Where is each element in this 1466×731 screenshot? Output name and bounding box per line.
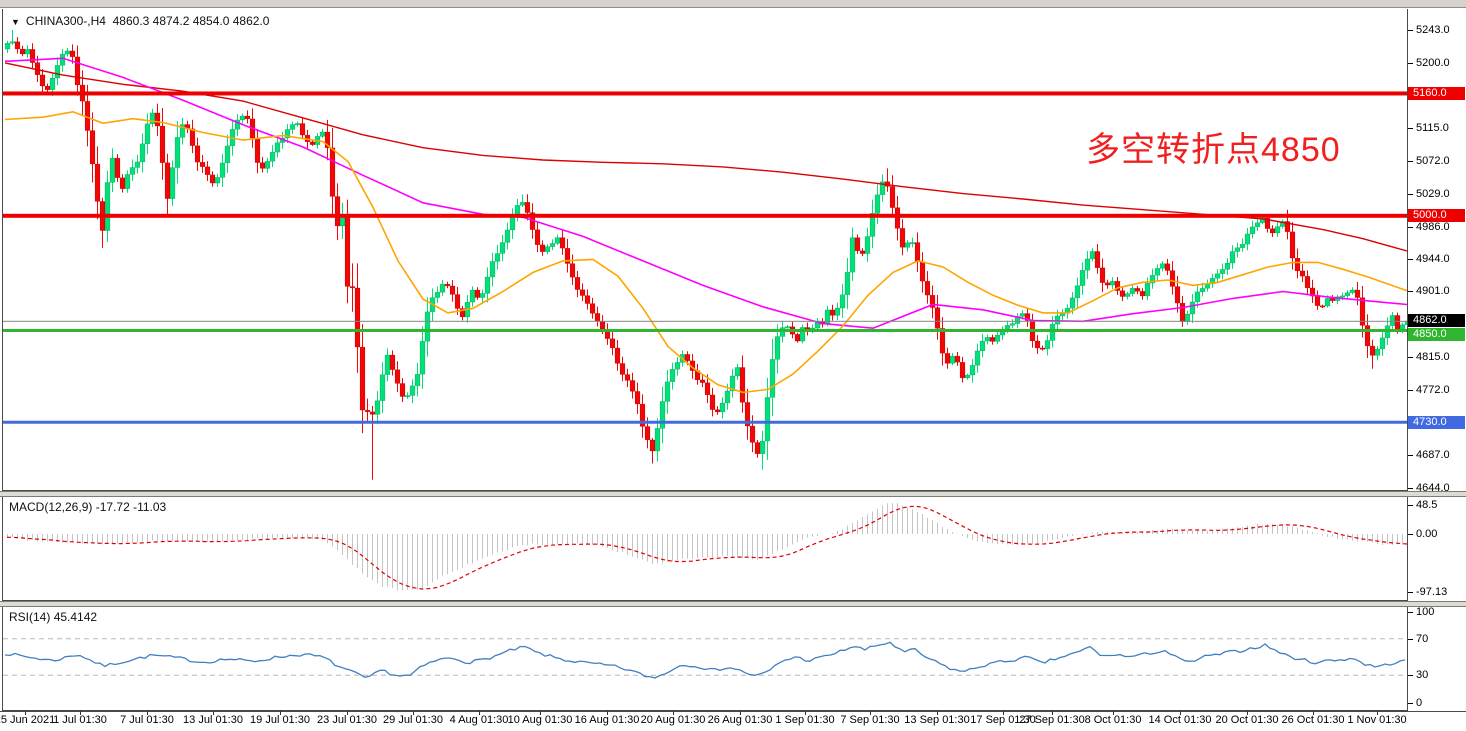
symbol-period-label: CHINA300-,H4 — [25, 14, 106, 28]
macd-tick-label: 48.5 — [1416, 499, 1438, 512]
price-tick — [1408, 193, 1413, 195]
price-tick — [1408, 62, 1413, 64]
macd-chart-canvas[interactable] — [3, 497, 1407, 599]
price-tick — [1408, 291, 1413, 293]
rsi-tick-label: 0 — [1416, 696, 1423, 709]
price-tick — [1408, 127, 1413, 129]
rsi-tick — [1408, 611, 1413, 613]
price-tick — [1408, 455, 1413, 457]
macd-tick — [1408, 592, 1413, 594]
rsi-line — [4, 641, 1406, 679]
price-tick-label: 4772.0 — [1416, 384, 1450, 397]
price-tick-label: 4901.0 — [1416, 285, 1450, 298]
time-axis[interactable] — [0, 711, 1466, 731]
rsi-chart-canvas[interactable] — [3, 607, 1407, 709]
ma-slow-line — [4, 62, 1407, 252]
window-top-edge — [0, 0, 1466, 8]
price-tick-label: 4815.0 — [1416, 351, 1450, 364]
price-tick — [1408, 30, 1413, 31]
panel-splitter-rsi[interactable] — [0, 601, 1466, 607]
rsi-name: RSI(14) — [9, 610, 51, 624]
candlestick-chart-canvas[interactable] — [3, 9, 1407, 489]
rsi-indicator-label: RSI(14) 45.4142 — [9, 610, 97, 624]
price-tick-label: 5243.0 — [1416, 24, 1450, 36]
panel-splitter-macd[interactable] — [0, 491, 1466, 497]
ma-mid-line — [4, 57, 1407, 330]
price-tick-label: 4687.0 — [1416, 449, 1450, 462]
price-tick-label: 4986.0 — [1416, 220, 1450, 233]
price-tick-label: 5029.0 — [1416, 187, 1450, 200]
rsi-value: 45.4142 — [53, 610, 98, 624]
price-tick — [1408, 390, 1413, 392]
price-tick-label: 4944.0 — [1416, 252, 1450, 265]
ma-fast-line — [4, 110, 1407, 394]
macd-tick — [1408, 534, 1413, 535]
rsi-tick-label: 70 — [1416, 632, 1429, 645]
price-chart-panel[interactable]: ▼ CHINA300-,H4 4860.3 4874.2 4854.0 4862.… — [2, 9, 1408, 491]
macd-indicator-label: MACD(12,26,9) -17.72 -11.03 — [9, 500, 166, 514]
macd-signal-line — [6, 505, 1407, 590]
price-tick — [1408, 258, 1413, 260]
ohlc-values: 4860.3 4874.2 4854.0 4862.0 — [112, 14, 270, 28]
price-tick-label: 5200.0 — [1416, 56, 1450, 69]
price-tick-label: 5072.0 — [1416, 154, 1450, 167]
symbol-dropdown-icon[interactable]: ▼ — [11, 17, 20, 27]
resistance-line-5160 — [3, 91, 1407, 96]
price-badge-5160.0: 5160.0 — [1408, 86, 1465, 100]
rsi-tick — [1408, 638, 1413, 640]
candlesticks — [4, 30, 1407, 480]
chart-title: ▼ CHINA300-,H4 4860.3 4874.2 4854.0 4862.… — [11, 14, 269, 28]
macd-tick-label: -97.13 — [1416, 586, 1448, 599]
price-badge-4862.0: 4862.0 — [1408, 313, 1465, 327]
price-tick — [1408, 226, 1413, 228]
price-tick — [1408, 357, 1413, 359]
price-badge-5000.0: 5000.0 — [1408, 209, 1465, 223]
macd-name: MACD(12,26,9) — [9, 500, 93, 514]
price-badge-4730.0: 4730.0 — [1408, 415, 1465, 429]
macd-tick — [1408, 505, 1413, 507]
rsi-tick — [1408, 702, 1413, 704]
rsi-tick-label: 30 — [1416, 669, 1429, 682]
rsi-panel[interactable]: RSI(14) 45.4142 — [2, 607, 1408, 711]
price-tick — [1408, 160, 1413, 162]
price-badge-4850.0: 4850.0 — [1408, 327, 1465, 341]
price-tick-label: 5115.0 — [1416, 121, 1449, 134]
price-tick — [1408, 487, 1413, 489]
support-line-4850 — [3, 328, 1407, 332]
current-price-line-4862 — [3, 320, 1407, 322]
rsi-tick — [1408, 675, 1413, 677]
macd-values: -17.72 -11.03 — [95, 500, 167, 514]
support-line-4730 — [3, 420, 1407, 424]
macd-tick-label: 0.00 — [1416, 528, 1438, 540]
resistance-line-5000 — [3, 213, 1407, 218]
macd-panel[interactable]: MACD(12,26,9) -17.72 -11.03 — [2, 497, 1408, 601]
